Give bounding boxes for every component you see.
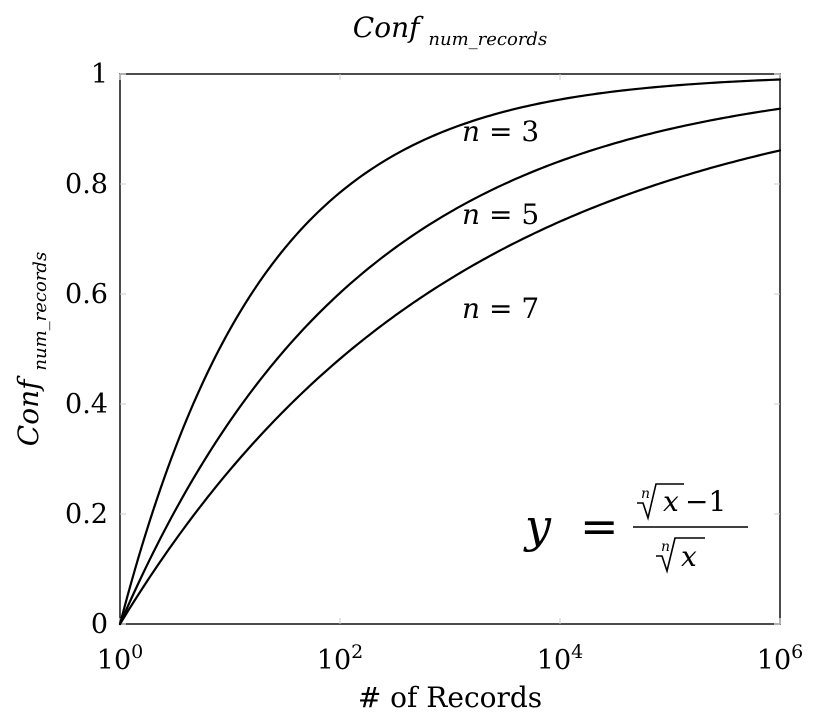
x-tick-label-0: 100 [97, 641, 143, 676]
formula-lhs: y [523, 499, 552, 553]
formula-numerator-root [637, 483, 684, 521]
formula-denominator-radicand: x [681, 540, 697, 573]
plot-frame [119, 73, 781, 625]
y-axis-label-base: Conf [12, 375, 45, 446]
series-line-n7 [118, 149, 782, 626]
x-tick-label-1: 102 [317, 641, 363, 676]
series-layer [118, 78, 782, 626]
axis-tick-labels: 0 0.2 0.4 0.6 0.8 1 100 102 104 106 [65, 59, 803, 676]
series-label-n5: n = 5 [462, 198, 539, 231]
y-axis-label-subscript: num_records [30, 252, 51, 371]
series-line-n5 [118, 107, 782, 626]
x-axis-label: # of Records [358, 681, 542, 714]
formula-equals: = [580, 499, 619, 553]
svg-text:Conf num_records: Conf num_records [12, 252, 51, 446]
chart-title-base: Conf [353, 11, 424, 44]
formula-denominator-root [656, 537, 705, 574]
y-tick-label-5: 1 [91, 59, 108, 90]
y-tick-label-4: 0.8 [65, 169, 108, 200]
svg-text:Conf num_records: Conf num_records [353, 11, 547, 50]
formula-annotation: y = n x −1 n x [523, 483, 748, 574]
svg-text:n = 3: n = 3 [462, 115, 539, 148]
series-label-n7: n = 7 [462, 292, 539, 325]
y-tick-label-0: 0 [91, 609, 108, 640]
y-tick-label-1: 0.2 [65, 499, 108, 530]
chart-title-subscript: num_records [428, 29, 547, 50]
series-line-n3 [118, 78, 782, 626]
svg-text:n = 5: n = 5 [462, 198, 539, 231]
formula-denominator-index: n [661, 539, 670, 555]
x-tick-label-2: 104 [537, 641, 583, 676]
y-tick-label-3: 0.6 [65, 279, 108, 310]
y-axis-label: Conf num_records [12, 252, 51, 446]
x-tick-label-3: 106 [757, 641, 803, 676]
svg-text:n = 7: n = 7 [462, 292, 539, 325]
chart-title: Conf num_records [353, 11, 547, 50]
series-label-n3: n = 3 [462, 115, 539, 148]
formula-numerator-radicand: x [663, 485, 679, 518]
y-tick-label-2: 0.4 [65, 389, 108, 420]
formula-numerator-index: n [641, 486, 650, 502]
formula-numerator-tail: −1 [685, 485, 726, 518]
